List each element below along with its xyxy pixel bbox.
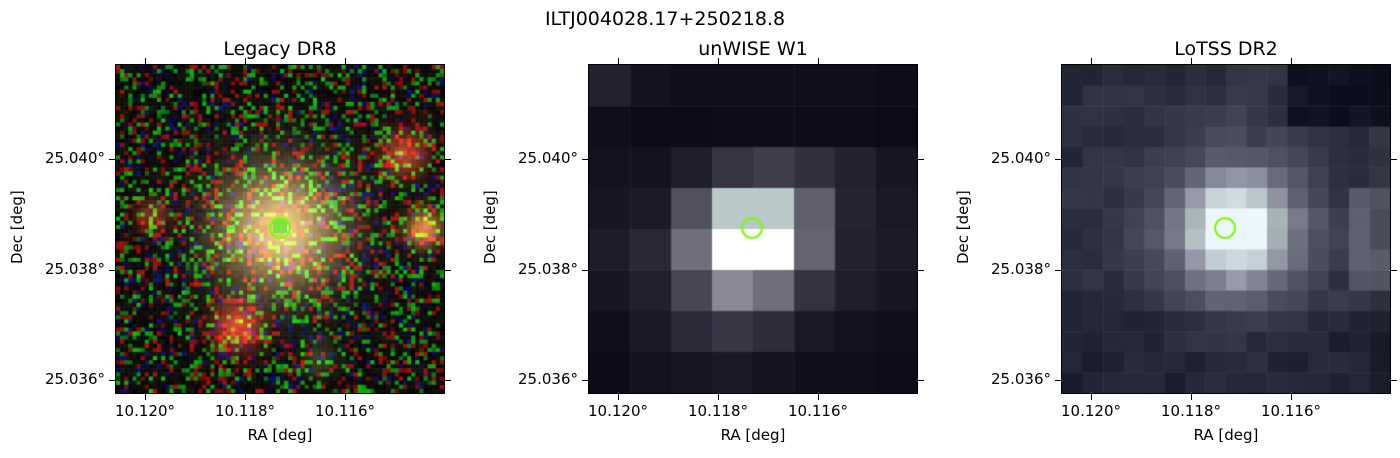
xtick-label: 10.118° (688, 402, 748, 420)
ytick-mark (1391, 380, 1397, 381)
image-lotss (1061, 64, 1391, 394)
xtick-mark (345, 394, 346, 400)
panel-title-lotss: LoTSS DR2 (1174, 38, 1278, 60)
xtick-mark (1091, 58, 1092, 64)
xtick-label: 10.120° (115, 402, 175, 420)
xlabel-legacy: RA [deg] (247, 426, 313, 444)
ytick-mark (109, 380, 115, 381)
xlabel-unwise: RA [deg] (720, 426, 786, 444)
ytick-label: 25.036° (45, 370, 105, 388)
xtick-label: 10.116° (1261, 402, 1321, 420)
xtick-mark (145, 58, 146, 64)
lotss-image (1062, 65, 1390, 393)
ytick-mark (109, 159, 115, 160)
ylabel-lotss: Dec [deg] (954, 190, 972, 264)
ytick-label: 25.040° (991, 149, 1051, 167)
xtick-mark (618, 58, 619, 64)
panel-unwise: unWISE W1 RA [deg] (588, 0, 918, 458)
ytick-mark (1055, 380, 1061, 381)
ytick-mark (1055, 159, 1061, 160)
xtick-mark (1091, 394, 1092, 400)
xtick-mark (245, 394, 246, 400)
xtick-mark (818, 58, 819, 64)
ytick-mark (1391, 270, 1397, 271)
ytick-mark (918, 270, 924, 271)
xtick-label: 10.120° (588, 402, 648, 420)
ytick-mark (1391, 159, 1397, 160)
ytick-mark (918, 380, 924, 381)
ytick-mark (582, 380, 588, 381)
xtick-mark (718, 58, 719, 64)
unwise-image (589, 65, 917, 393)
panel-legacy: Legacy DR8 RA [deg] (115, 0, 445, 458)
xtick-mark (718, 394, 719, 400)
ytick-mark (445, 159, 451, 160)
xtick-label: 10.120° (1061, 402, 1121, 420)
xlabel-lotss: RA [deg] (1193, 426, 1259, 444)
ytick-mark (918, 159, 924, 160)
ytick-label: 25.038° (991, 260, 1051, 278)
ytick-mark (582, 159, 588, 160)
xtick-mark (1291, 58, 1292, 64)
image-unwise (588, 64, 918, 394)
ytick-label: 25.038° (45, 260, 105, 278)
legacy-rgb-image (116, 65, 444, 393)
ytick-label: 25.036° (518, 370, 578, 388)
ytick-mark (582, 270, 588, 271)
ytick-label: 25.036° (991, 370, 1051, 388)
ytick-mark (109, 270, 115, 271)
xtick-mark (818, 394, 819, 400)
panel-title-legacy: Legacy DR8 (223, 38, 337, 60)
figure-title: ILTJ004028.17+250218.8 (544, 8, 786, 30)
xtick-mark (1191, 394, 1192, 400)
ytick-mark (445, 270, 451, 271)
ylabel-unwise: Dec [deg] (481, 190, 499, 264)
xtick-mark (1191, 58, 1192, 64)
ytick-label: 25.038° (518, 260, 578, 278)
xtick-mark (245, 58, 246, 64)
xtick-label: 10.118° (1161, 402, 1221, 420)
xtick-mark (618, 394, 619, 400)
ytick-label: 25.040° (45, 149, 105, 167)
ytick-mark (445, 380, 451, 381)
xtick-label: 10.118° (215, 402, 275, 420)
panel-title-unwise: unWISE W1 (698, 38, 808, 60)
ylabel-legacy: Dec [deg] (8, 190, 26, 264)
ytick-mark (1055, 270, 1061, 271)
panel-lotss: LoTSS DR2 RA [deg] (1061, 0, 1391, 458)
xtick-label: 10.116° (788, 402, 848, 420)
ytick-label: 25.040° (518, 149, 578, 167)
xtick-mark (345, 58, 346, 64)
xtick-label: 10.116° (315, 402, 375, 420)
xtick-mark (1291, 394, 1292, 400)
image-legacy (115, 64, 445, 394)
xtick-mark (145, 394, 146, 400)
